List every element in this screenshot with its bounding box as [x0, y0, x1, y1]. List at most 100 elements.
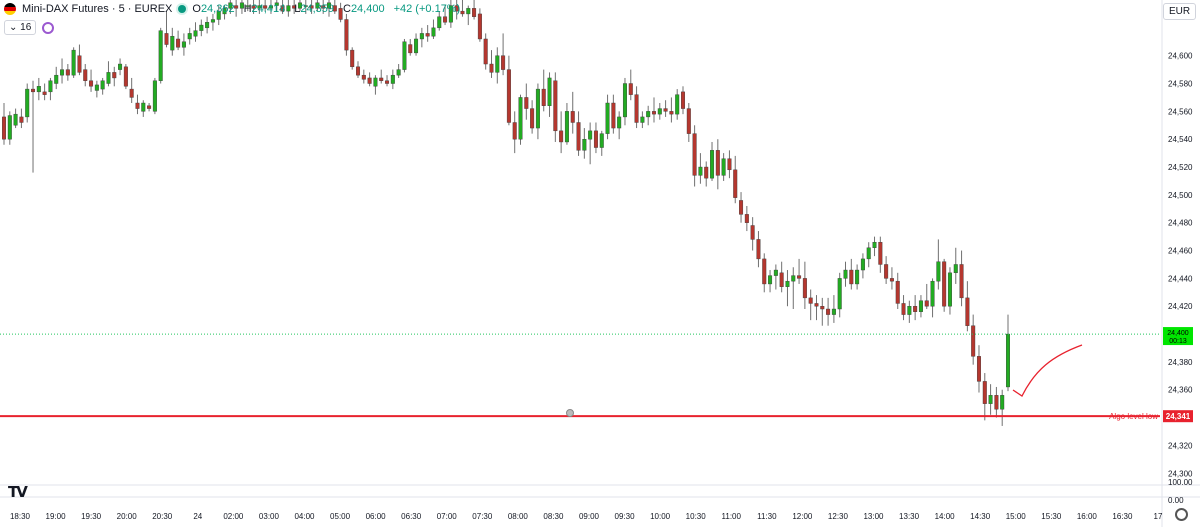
candle-body	[814, 303, 819, 307]
candle-body	[640, 116, 645, 123]
candle	[361, 69, 366, 84]
drawn-checkmark-annotation	[1012, 344, 1083, 397]
candle	[756, 231, 761, 268]
candle-body	[907, 306, 912, 315]
candle-body	[338, 8, 343, 20]
price-axis[interactable]: 24,600 24,580 24,560 24,540 24,520 24,500 24,4…	[1168, 52, 1193, 505]
candle	[245, 0, 250, 12]
candle	[855, 264, 860, 290]
candle	[222, 5, 227, 20]
time-tick-label: 10:00	[650, 512, 671, 521]
currency-button[interactable]: EUR	[1163, 3, 1197, 20]
price-tick-label: 24,420	[1168, 302, 1193, 311]
candle	[814, 295, 819, 321]
candle-body	[988, 395, 993, 404]
candle-body	[425, 33, 430, 37]
candle	[239, 0, 244, 14]
candle	[628, 69, 633, 101]
market-open-icon	[178, 5, 187, 13]
candle-body	[628, 83, 633, 95]
refresh-icon[interactable]	[42, 21, 55, 34]
candle-body	[419, 33, 424, 40]
candle	[988, 384, 993, 415]
candle-body	[553, 80, 558, 132]
candle	[791, 267, 796, 310]
candle-body	[971, 325, 976, 357]
tradingview-logo-icon[interactable]: TV	[8, 483, 28, 501]
candle-body	[576, 122, 581, 151]
candle-body	[622, 83, 627, 118]
candle	[773, 264, 778, 290]
candle-body	[210, 19, 215, 23]
candle-body	[443, 16, 448, 23]
candle	[7, 111, 12, 145]
candle	[634, 86, 639, 129]
candle	[263, 0, 268, 12]
candle-body	[651, 111, 656, 115]
price-tick-label: 24,580	[1168, 80, 1193, 89]
candle-body	[762, 258, 767, 285]
candle-body	[1000, 395, 1005, 410]
candle	[152, 77, 157, 115]
price-tick-label: 24,480	[1168, 219, 1193, 228]
time-tick-label: 07:30	[472, 512, 493, 521]
candle	[112, 66, 117, 87]
candle-body	[866, 247, 871, 260]
candle-body	[19, 116, 24, 123]
germany-flag-icon	[4, 3, 16, 15]
candle-body	[42, 91, 47, 95]
candle-body	[100, 80, 105, 90]
candle	[106, 61, 111, 87]
time-tick-label: 09:30	[615, 512, 636, 521]
time-tick-label: 18:30	[10, 512, 31, 521]
candle-body	[512, 122, 517, 140]
candle	[48, 77, 53, 101]
candle-body	[13, 113, 18, 126]
time-tick-label: 05:00	[330, 512, 351, 521]
candle	[750, 217, 755, 251]
candle	[971, 314, 976, 365]
time-tick-label: 17	[1154, 512, 1163, 521]
candle	[733, 155, 738, 204]
candle	[356, 61, 361, 78]
candle	[251, 0, 256, 14]
candle-body	[797, 275, 802, 279]
candle-body	[878, 241, 883, 265]
candle	[831, 295, 836, 323]
candle-body	[820, 306, 825, 310]
candle-body	[466, 8, 471, 15]
candle	[425, 25, 430, 42]
candle	[686, 103, 691, 142]
candle	[118, 58, 123, 76]
candle	[704, 161, 709, 187]
symbol-title[interactable]: Mini-DAX Futures · 5 · EUREX	[22, 3, 173, 15]
candle-body	[350, 49, 355, 68]
candle-body	[704, 166, 709, 179]
candle-body	[901, 303, 906, 315]
candle	[477, 8, 482, 42]
candle-body	[222, 8, 227, 15]
collapse-button[interactable]: ⌄ 16	[4, 20, 37, 35]
settings-icon[interactable]	[1175, 508, 1188, 521]
candle	[889, 267, 894, 290]
candle	[83, 64, 88, 87]
time-tick-label: 07:00	[437, 512, 458, 521]
candle	[170, 27, 175, 56]
candle-body	[263, 5, 268, 9]
candle-body	[953, 264, 958, 274]
candle-body	[605, 102, 610, 134]
candle-body	[379, 77, 384, 81]
candle-body	[930, 280, 935, 307]
candle-body	[599, 133, 604, 148]
candle	[622, 77, 627, 126]
candle-body	[71, 49, 76, 76]
time-axis[interactable]: 18:30 19:00 19:30 20:00 20:30 24 02:00 03:00 04:…	[10, 512, 1163, 521]
time-tick-label: 19:00	[46, 512, 67, 521]
candle-body	[315, 2, 320, 9]
candle-body	[408, 44, 413, 54]
candle	[698, 153, 703, 184]
candle	[965, 281, 970, 332]
price-tick-label: 24,600	[1168, 52, 1193, 61]
